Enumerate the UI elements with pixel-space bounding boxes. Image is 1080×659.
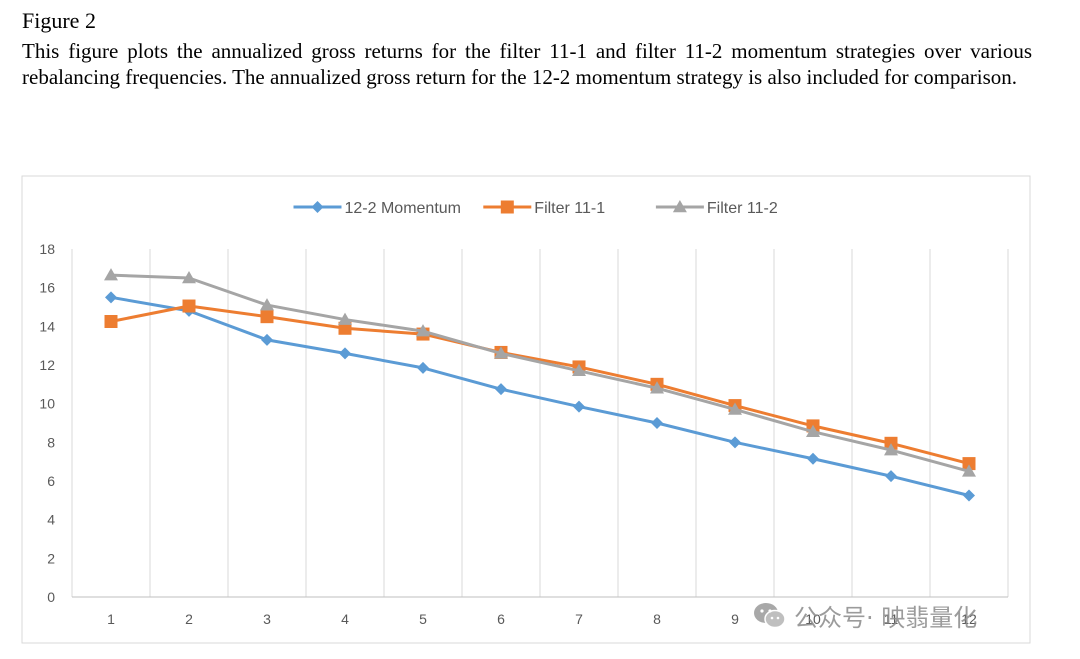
legend-marker-icon <box>672 200 687 213</box>
x-tick-label: 8 <box>653 611 661 627</box>
data-point-12-2-momentum <box>261 333 273 346</box>
y-tick-labels: 0 2 4 6 8 10 12 14 16 18 <box>39 241 55 605</box>
x-tick-label: 4 <box>341 611 349 627</box>
x-tick-label: 3 <box>263 611 271 627</box>
data-point-filter-11-2 <box>104 268 118 281</box>
x-tick-label: 7 <box>575 611 583 627</box>
data-point-12-2-momentum <box>417 361 429 374</box>
y-tick-label: 6 <box>47 473 55 489</box>
data-point-filter-11-1 <box>104 315 118 328</box>
data-point-filter-11-2 <box>260 298 274 311</box>
x-tick-label: 12 <box>961 611 977 627</box>
grid-lines <box>71 249 1009 597</box>
legend: 12-2 Momentum Filter 11-1 Filter 11-2 <box>293 200 778 217</box>
y-tick-label: 12 <box>39 357 55 373</box>
data-point-12-2-momentum <box>105 291 117 304</box>
data-point-filter-11-2 <box>572 363 586 377</box>
series-line-12-2-momentum <box>109 295 971 497</box>
figure-title: Figure 2 <box>22 8 96 33</box>
x-tick-label: 1 <box>107 611 115 627</box>
y-tick-label: 14 <box>39 318 55 334</box>
data-point-filter-11-2 <box>416 324 430 337</box>
data-point-filter-11-2 <box>728 402 742 415</box>
data-point-filter-11-1 <box>182 299 196 313</box>
legend-label: 12-2 Momentum <box>345 200 462 217</box>
y-tick-label: 0 <box>47 589 55 605</box>
series-line-filter-11-1 <box>109 304 971 466</box>
data-point-filter-11-2 <box>494 346 508 359</box>
data-point-12-2-momentum <box>651 417 663 429</box>
data-point-12-2-momentum <box>339 347 351 360</box>
legend-item-filter-11-1: Filter 11-1 <box>483 200 605 217</box>
data-point-filter-11-2 <box>182 271 196 284</box>
data-point-filter-11-1 <box>260 310 274 324</box>
watermark: 公众号· 映翡量化 <box>752 598 977 633</box>
data-point-filter-11-2 <box>884 443 898 456</box>
legend-item-12-2-momentum: 12-2 Momentum <box>293 200 462 217</box>
y-tick-label: 10 <box>39 396 55 412</box>
y-tick-label: 16 <box>39 280 55 296</box>
x-tick-label: 5 <box>419 611 427 627</box>
x-tick-label: 2 <box>185 611 193 627</box>
data-point-12-2-momentum <box>963 489 975 502</box>
data-point-filter-11-2 <box>962 464 976 477</box>
x-tick-label: 6 <box>497 611 505 627</box>
x-tick-label: 10 <box>805 611 821 627</box>
series <box>104 268 976 502</box>
x-tick-label: 9 <box>731 611 739 627</box>
wechat-logo-icon <box>752 601 788 631</box>
data-point-filter-11-1 <box>962 457 976 471</box>
data-point-12-2-momentum <box>807 452 819 465</box>
legend-marker-icon <box>311 201 324 213</box>
x-tick-label: 11 <box>884 611 899 627</box>
y-tick-label: 2 <box>47 550 55 566</box>
data-point-filter-11-2 <box>806 424 820 437</box>
legend-label: Filter 11-1 <box>534 200 605 217</box>
figure-caption: This figure plots the annualized gross r… <box>22 39 1032 89</box>
y-tick-label: 4 <box>47 512 55 528</box>
legend-marker-icon <box>500 200 514 214</box>
data-point-12-2-momentum <box>573 400 585 413</box>
y-tick-label: 18 <box>39 241 55 257</box>
series-12-2-momentum <box>105 291 975 502</box>
data-point-12-2-momentum <box>729 436 741 449</box>
series-filter-11-2 <box>104 268 976 477</box>
data-point-filter-11-1 <box>338 321 352 335</box>
series-line-filter-11-2 <box>109 273 971 473</box>
legend-label: Filter 11-2 <box>707 200 778 217</box>
x-tick-labels: 1 2 3 4 5 6 7 8 9 10 11 12 <box>107 611 977 627</box>
y-tick-label: 8 <box>47 434 55 450</box>
data-point-12-2-momentum <box>495 383 507 396</box>
chart-frame <box>21 175 1031 644</box>
data-point-filter-11-2 <box>650 381 664 394</box>
watermark-text: 公众号· 映翡量化 <box>794 604 978 632</box>
legend-item-filter-11-2: Filter 11-2 <box>655 200 778 217</box>
data-point-12-2-momentum <box>885 470 897 483</box>
data-point-filter-11-2 <box>338 312 352 325</box>
